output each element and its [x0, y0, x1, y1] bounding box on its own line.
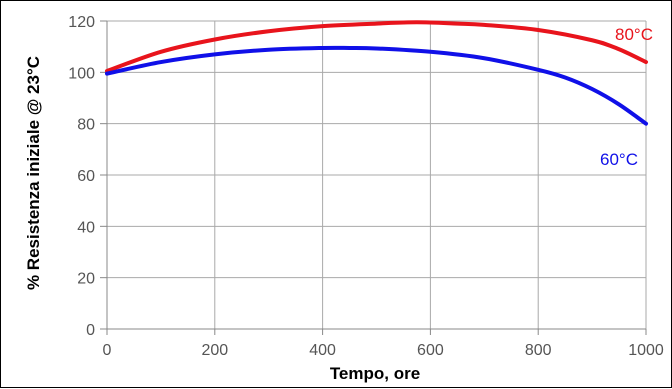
x-tick-label: 0	[103, 342, 112, 359]
x-tick-label: 800	[525, 342, 552, 359]
series-label-60c: 60°C	[600, 150, 638, 169]
x-tick-labels: 0 200 400 600 800 1000	[103, 342, 664, 359]
series-layer	[105, 20, 648, 126]
x-axis-title: Tempo, ore	[330, 364, 420, 383]
y-tick-label: 120	[68, 14, 95, 31]
y-axis-title: % Resistenza iniziale @ 23°C	[24, 56, 43, 290]
x-tick-label: 400	[309, 342, 336, 359]
series-line-60c	[105, 45, 648, 126]
series-line-80c	[105, 20, 648, 74]
axes	[100, 20, 647, 335]
y-tick-label: 40	[77, 219, 95, 236]
y-tick-label: 80	[77, 117, 95, 134]
x-tick-label: 200	[201, 342, 228, 359]
y-tick-label: 100	[68, 65, 95, 82]
y-tick-label: 20	[77, 271, 95, 288]
grid	[107, 20, 647, 329]
x-tick-label: 1000	[628, 342, 664, 359]
x-tick-label: 600	[417, 342, 444, 359]
series-label-80c: 80°C	[615, 25, 653, 44]
y-tick-label: 60	[77, 168, 95, 185]
y-tick-labels: 0 20 40 60 80 100 120	[68, 14, 95, 339]
y-tick-label: 0	[86, 322, 95, 339]
